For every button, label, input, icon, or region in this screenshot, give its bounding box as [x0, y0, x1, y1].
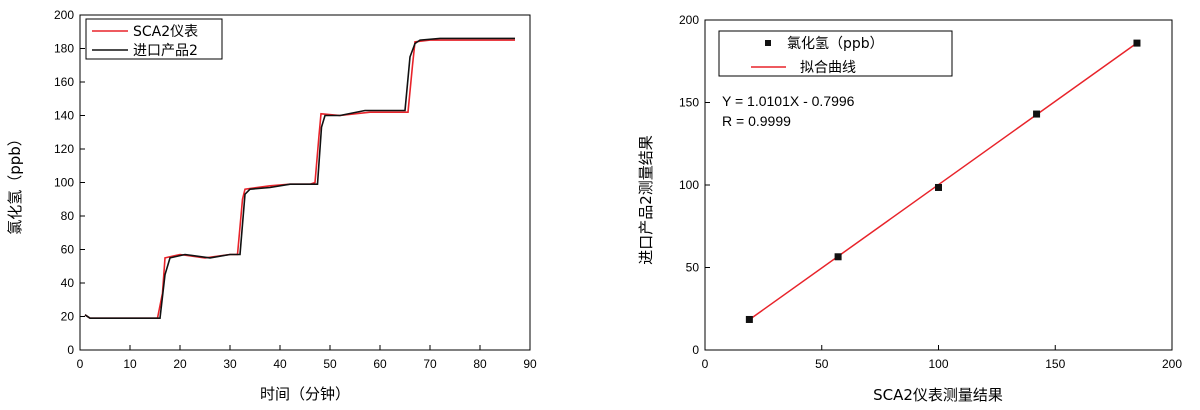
left-plot-frame — [79, 14, 531, 351]
right-fit-line — [748, 42, 1138, 321]
right-x-ticks: 0 50 100 150 200 — [702, 345, 1182, 371]
y-tick-label: 140 — [54, 109, 74, 123]
x-tick-label: 40 — [273, 357, 287, 371]
right-y-axis-title: 进口产品2测量结果 — [637, 135, 655, 265]
left-legend-label-1: 进口产品2 — [133, 43, 198, 59]
x-tick-label: 60 — [373, 357, 387, 371]
right-x-axis-title: SCA2仪表测量结果 — [873, 386, 1003, 404]
left-legend-box — [85, 18, 223, 60]
left-x-ticks: 0 10 20 30 40 50 60 70 80 90 — [77, 345, 537, 371]
y-tick-label: 50 — [686, 261, 700, 275]
fit-line — [748, 42, 1138, 321]
right-legend-label-0: 氯化氢（ppb） — [787, 36, 884, 52]
left-series-lines — [84, 37, 515, 319]
y-tick-label: 100 — [54, 176, 74, 190]
y-tick-label: 100 — [679, 178, 699, 192]
left-series-line-0 — [84, 39, 515, 319]
y-tick-label: 0 — [692, 343, 699, 357]
x-tick-label: 150 — [1045, 357, 1065, 371]
y-tick-label: 20 — [61, 310, 75, 324]
scatter-point — [834, 253, 842, 261]
x-tick-label: 200 — [1162, 357, 1182, 371]
left-series-line-1 — [84, 37, 515, 319]
y-tick-label: 200 — [679, 13, 699, 27]
y-tick-label: 0 — [67, 343, 74, 357]
x-tick-label: 100 — [928, 357, 948, 371]
x-tick-label: 50 — [323, 357, 337, 371]
y-tick-label: 120 — [54, 142, 74, 156]
x-tick-label: 80 — [473, 357, 487, 371]
right-annotation-r: R = 0.9999 — [722, 113, 791, 129]
right-legend-marker-icon — [765, 40, 771, 46]
x-tick-label: 50 — [815, 357, 829, 371]
x-tick-label: 20 — [173, 357, 187, 371]
x-tick-label: 30 — [223, 357, 237, 371]
left-legend-label-0: SCA2仪表 — [133, 24, 198, 40]
x-tick-label: 90 — [523, 357, 537, 371]
x-tick-label: 0 — [77, 357, 84, 371]
right-annotation-equation: Y = 1.0101X - 0.7996 — [722, 93, 855, 109]
scatter-point — [1033, 110, 1041, 118]
x-tick-label: 0 — [702, 357, 709, 371]
x-tick-label: 70 — [423, 357, 437, 371]
left-legend: SCA2仪表 进口产品2 — [85, 18, 223, 60]
scatter-point — [745, 315, 753, 323]
left-y-axis-title: 氯化氢（ppb） — [6, 131, 24, 235]
y-tick-label: 40 — [61, 276, 75, 290]
right-y-ticks: 0 50 100 150 200 — [679, 13, 710, 357]
y-tick-label: 150 — [679, 96, 699, 110]
y-tick-label: 60 — [61, 243, 75, 257]
left-x-axis-title: 时间（分钟） — [260, 385, 350, 403]
right-legend-box — [718, 30, 953, 77]
y-tick-label: 200 — [54, 8, 74, 22]
left-y-ticks: 0 20 40 60 80 100 120 140 160 180 200 — [54, 8, 85, 357]
left-chart: 0 10 20 30 40 50 60 70 80 90 0 20 40 60 80 100 120 140 16… — [6, 8, 537, 403]
y-tick-label: 80 — [61, 209, 75, 223]
scatter-point — [1133, 39, 1141, 47]
y-tick-label: 160 — [54, 75, 74, 89]
x-tick-label: 10 — [123, 357, 137, 371]
y-tick-label: 180 — [54, 42, 74, 56]
scatter-point — [935, 183, 942, 191]
right-legend-label-1: 拟合曲线 — [800, 60, 856, 76]
right-scatter-points — [745, 39, 1141, 323]
right-legend: 氯化氢（ppb） 拟合曲线 — [718, 30, 953, 77]
